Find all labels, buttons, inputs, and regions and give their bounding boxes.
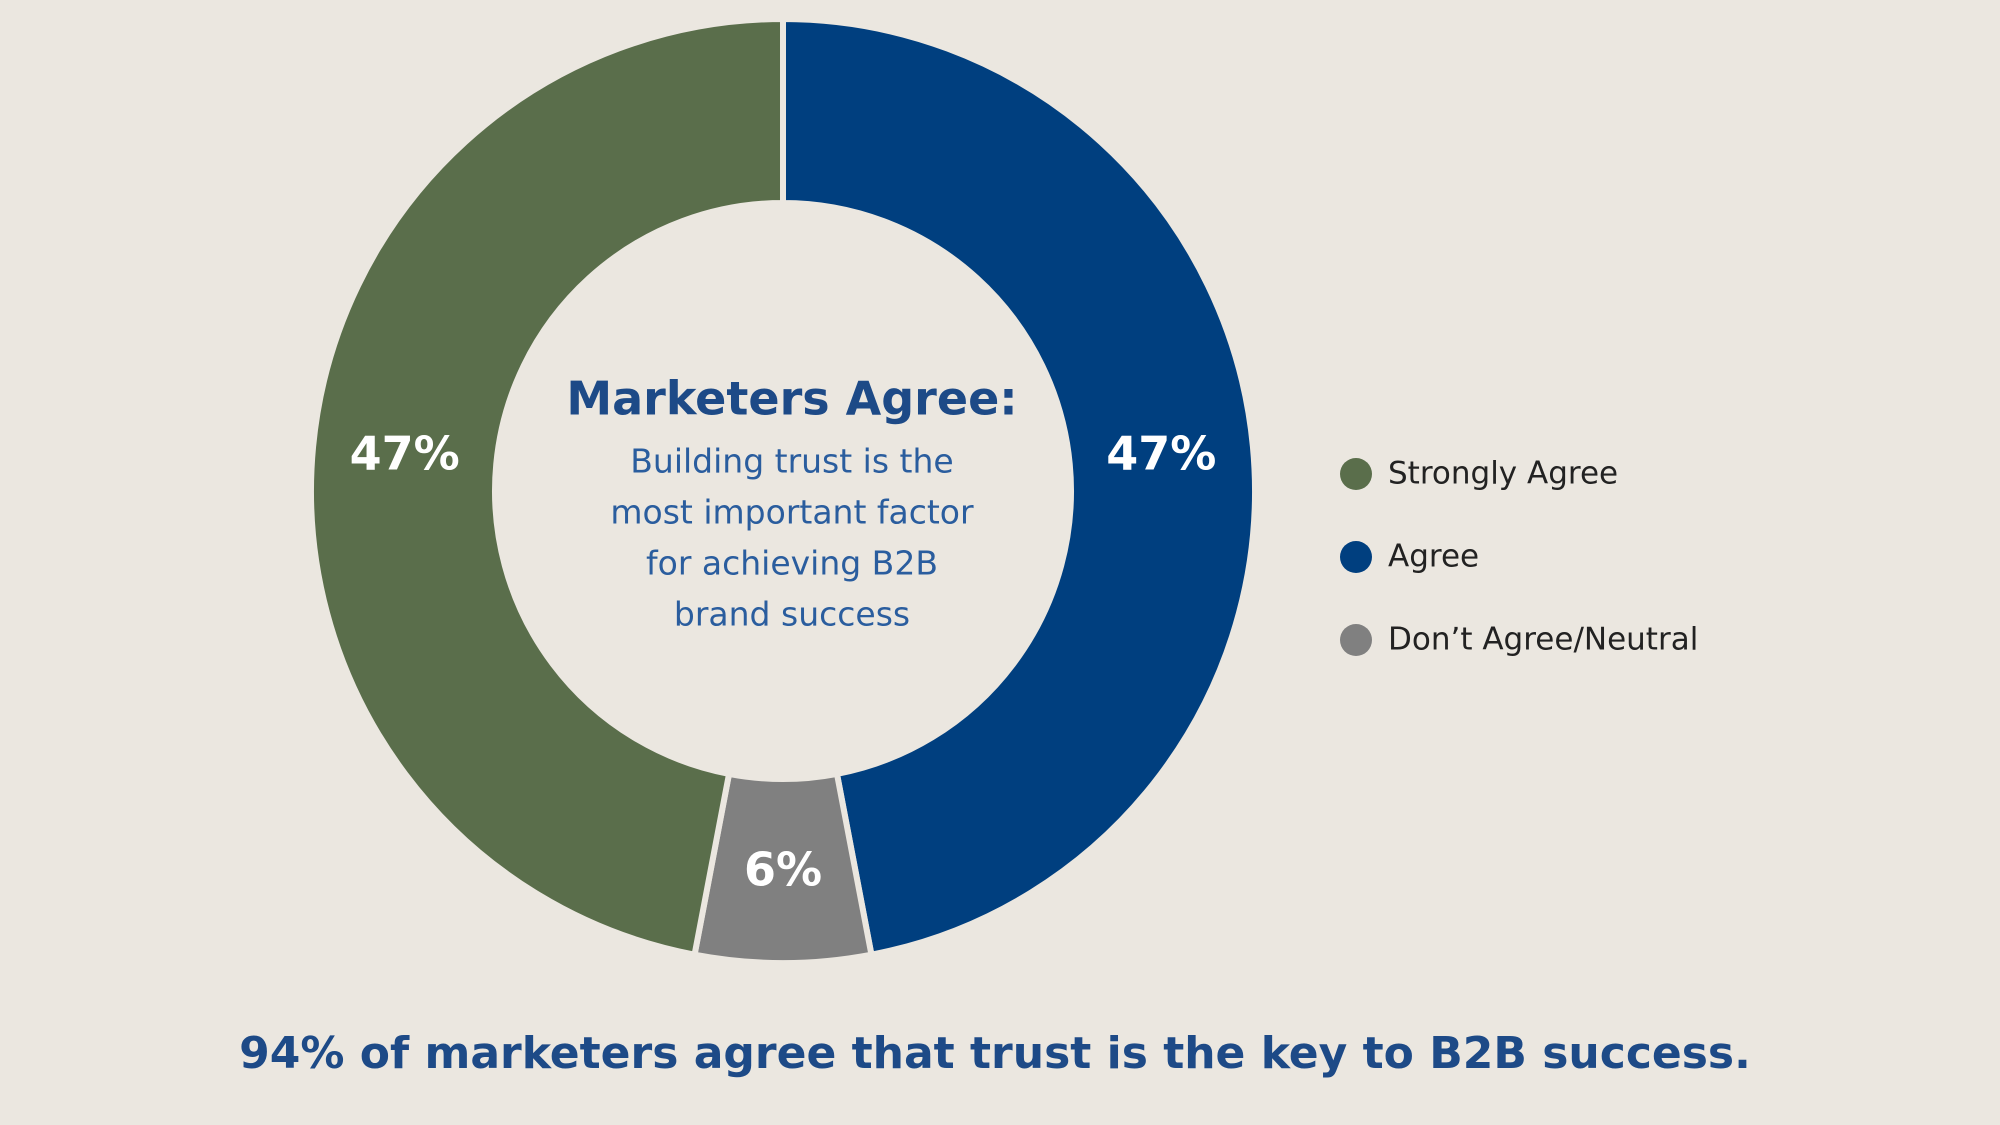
legend-label: Strongly Agree: [1388, 456, 1618, 492]
legend-swatch: [1340, 541, 1372, 573]
legend-label: Agree: [1388, 539, 1479, 575]
donut-segment: [780, 15, 1259, 959]
center-title: Marketers Agree:: [566, 372, 1017, 426]
legend-label: Don’t Agree/Neutral: [1388, 622, 1698, 658]
donut-segment: [307, 15, 786, 959]
center-text: for achieving B2B: [646, 544, 938, 583]
legend-swatch: [1340, 458, 1372, 490]
center-text: most important factor: [610, 493, 974, 532]
value-label: 47%: [1106, 427, 1216, 481]
center-text: brand success: [674, 595, 910, 634]
center-text: Building trust is the: [630, 442, 953, 481]
caption: 94% of marketers agree that trust is the…: [239, 1028, 1751, 1079]
value-label: 47%: [350, 427, 460, 481]
legend-swatch: [1340, 624, 1372, 656]
value-label: 6%: [744, 843, 822, 897]
